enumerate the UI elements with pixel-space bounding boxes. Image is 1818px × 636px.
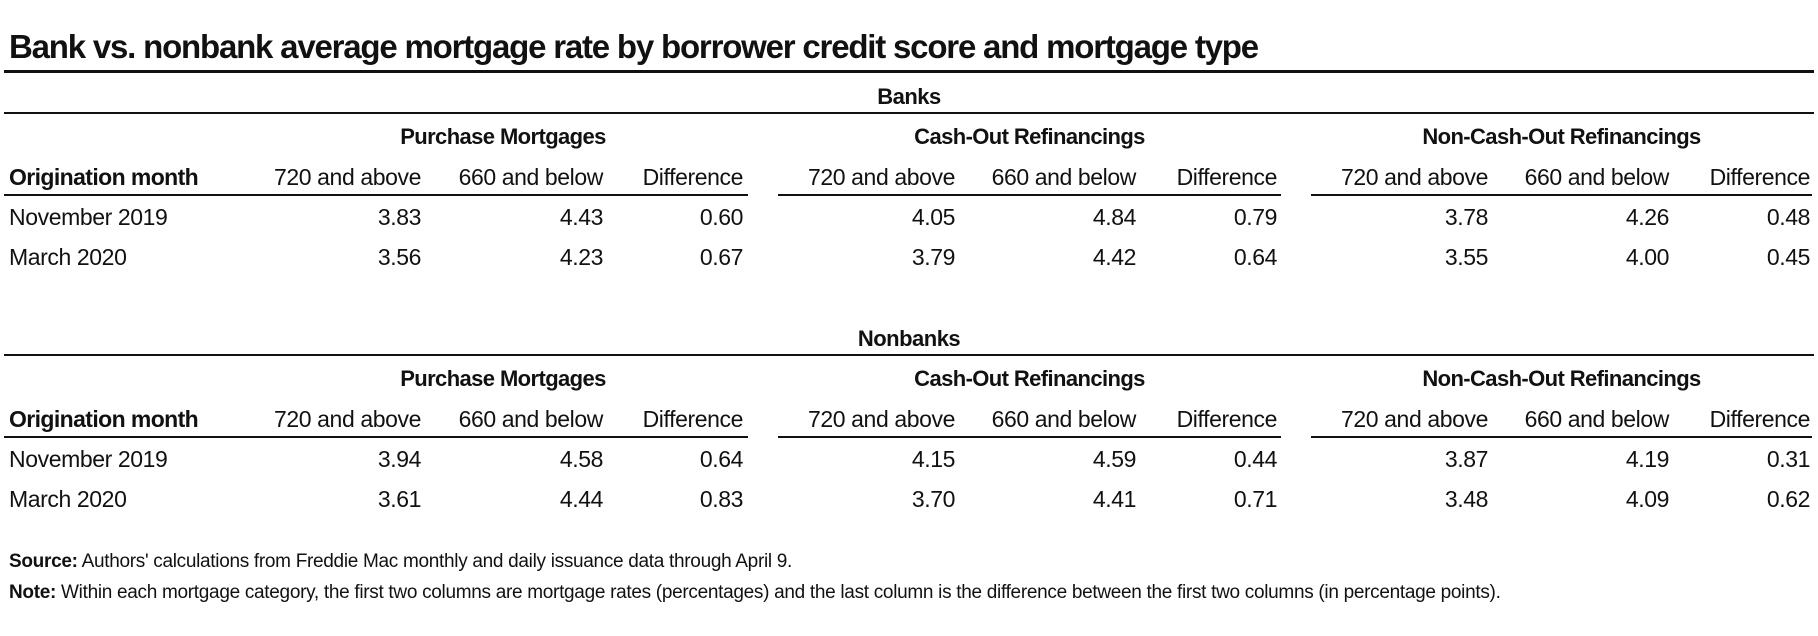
- table-cell: 0.48: [1766, 204, 1811, 230]
- source-label: Source:: [9, 551, 78, 572]
- subheader-rule: [778, 194, 1281, 196]
- column-header: 720 and above: [1341, 406, 1488, 432]
- table-cell: 4.19: [1625, 446, 1670, 472]
- column-header: 660 and below: [458, 406, 604, 432]
- table-cell: 3.70: [911, 486, 956, 512]
- group-header: Cash-Out Refinancings: [914, 124, 1145, 149]
- note-label: Note:: [9, 582, 57, 603]
- table-cell: 0.44: [1233, 446, 1278, 472]
- subheader-rule: [1311, 194, 1812, 196]
- source-note: Source: Authors' calculations from Fredd…: [9, 551, 792, 573]
- column-header: 660 and below: [1524, 406, 1670, 432]
- column-header: Difference: [642, 406, 744, 432]
- table-cell: 3.55: [1444, 244, 1489, 270]
- column-header: 720 and above: [808, 164, 955, 190]
- row-header-label: Origination month: [9, 164, 199, 190]
- table-cell: 4.05: [911, 204, 956, 230]
- row-header-label: Origination month: [9, 406, 199, 432]
- row-label: March 2020: [9, 244, 127, 270]
- group-header: Purchase Mortgages: [400, 124, 606, 149]
- table-cell: 4.09: [1625, 486, 1670, 512]
- column-header: Difference: [1709, 406, 1811, 432]
- table-cell: 0.45: [1766, 244, 1811, 270]
- group-header: Non-Cash-Out Refinancings: [1422, 366, 1701, 391]
- column-header: Difference: [1176, 164, 1278, 190]
- subheader-rule: [1311, 436, 1812, 438]
- page-title: Bank vs. nonbank average mortgage rate b…: [9, 28, 1259, 65]
- row-label: November 2019: [9, 446, 168, 472]
- table-cell: 4.26: [1625, 204, 1670, 230]
- section-label-nonbanks: Nonbanks: [857, 326, 961, 351]
- subheader-rule: [778, 436, 1281, 438]
- table-cell: 3.83: [377, 204, 422, 230]
- column-header: Difference: [642, 164, 744, 190]
- table-cell: 0.67: [699, 244, 744, 270]
- column-header: 720 and above: [1341, 164, 1488, 190]
- note-text: Within each mortgage category, the first…: [56, 582, 1501, 603]
- table-cell: 3.87: [1444, 446, 1489, 472]
- table-cell: 0.71: [1233, 486, 1278, 512]
- column-header: 720 and above: [274, 164, 421, 190]
- section-label-banks: Banks: [877, 84, 941, 109]
- table-cell: 4.44: [559, 486, 604, 512]
- table-cell: 4.23: [559, 244, 604, 270]
- table-cell: 4.59: [1092, 446, 1137, 472]
- table-cell: 4.58: [559, 446, 604, 472]
- table-cell: 3.78: [1444, 204, 1489, 230]
- table-cell: 0.79: [1233, 204, 1278, 230]
- table-cell: 3.79: [911, 244, 956, 270]
- column-header: 720 and above: [274, 406, 421, 432]
- table-cell: 0.31: [1766, 446, 1811, 472]
- column-header: 660 and below: [1524, 164, 1670, 190]
- table-cell: 4.43: [559, 204, 604, 230]
- table-cell: 0.64: [699, 446, 744, 472]
- column-header: Difference: [1176, 406, 1278, 432]
- row-label: November 2019: [9, 204, 168, 230]
- table-cell: 4.84: [1092, 204, 1137, 230]
- column-header: Difference: [1709, 164, 1811, 190]
- table-cell: 3.94: [377, 446, 422, 472]
- section-rule: [4, 112, 1814, 114]
- table-cell: 4.00: [1625, 244, 1670, 270]
- column-header: 660 and below: [991, 406, 1137, 432]
- table-cell: 0.62: [1766, 486, 1811, 512]
- table-cell: 4.15: [911, 446, 956, 472]
- column-header: 660 and below: [458, 164, 604, 190]
- source-text: Authors' calculations from Freddie Mac m…: [77, 551, 793, 572]
- table-cell: 4.42: [1092, 244, 1137, 270]
- table-cell: 3.56: [377, 244, 422, 270]
- subheader-rule: [4, 194, 748, 196]
- row-label: March 2020: [9, 486, 127, 512]
- table-cell: 0.60: [699, 204, 744, 230]
- section-rule: [4, 354, 1814, 356]
- footer-note: Note: Within each mortgage category, the…: [9, 582, 1501, 604]
- table-cell: 3.48: [1444, 486, 1489, 512]
- group-header: Non-Cash-Out Refinancings: [1422, 124, 1701, 149]
- table-cell: 3.61: [377, 486, 422, 512]
- column-header: 720 and above: [808, 406, 955, 432]
- table-cell: 0.83: [699, 486, 744, 512]
- title-rule: [4, 70, 1814, 73]
- group-header: Purchase Mortgages: [400, 366, 606, 391]
- group-header: Cash-Out Refinancings: [914, 366, 1145, 391]
- subheader-rule: [4, 436, 748, 438]
- column-header: 660 and below: [991, 164, 1137, 190]
- table-cell: 4.41: [1092, 486, 1137, 512]
- table-cell: 0.64: [1233, 244, 1278, 270]
